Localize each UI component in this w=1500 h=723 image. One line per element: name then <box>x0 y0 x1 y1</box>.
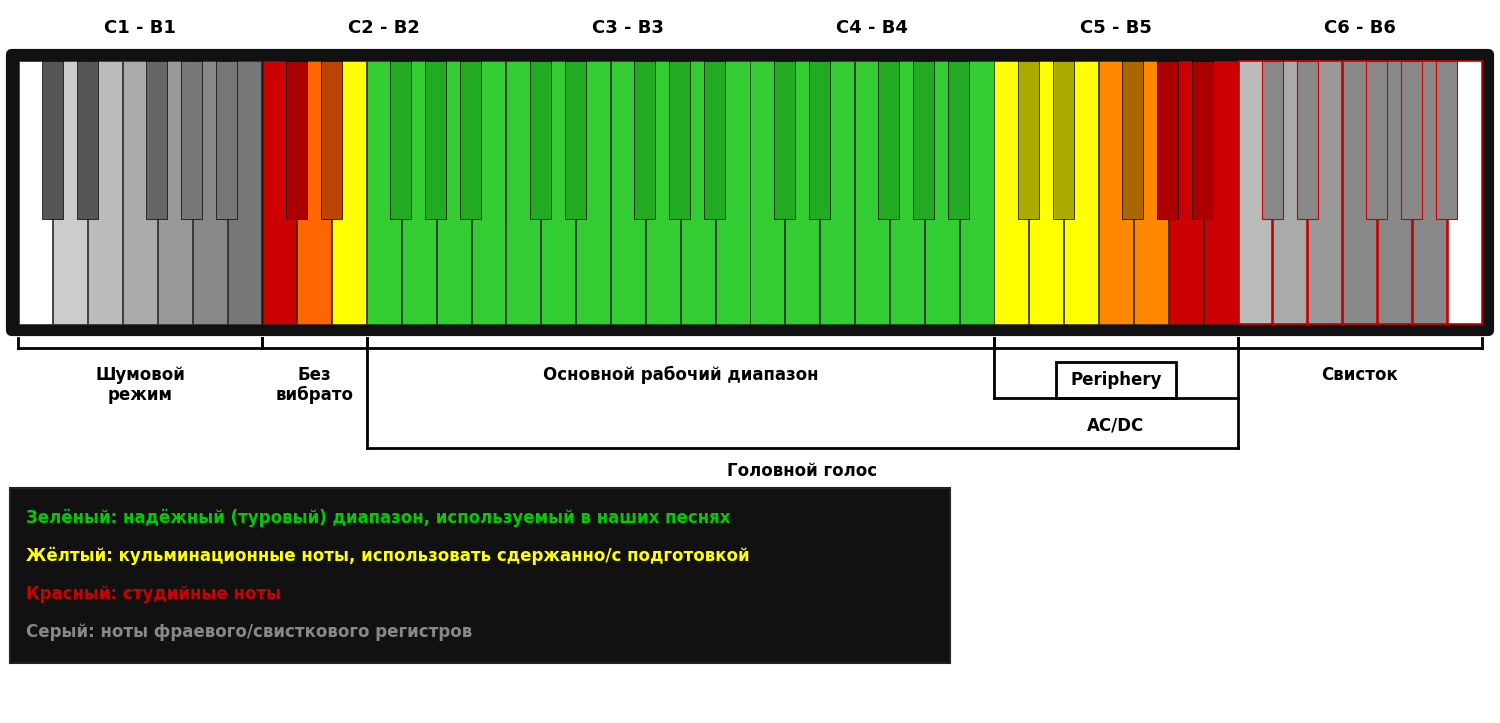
Text: AC/DC: AC/DC <box>1088 417 1144 435</box>
Bar <box>1274 61 1306 324</box>
Bar <box>1056 362 1176 398</box>
Bar <box>216 61 237 219</box>
Bar <box>147 61 168 219</box>
Bar <box>1378 61 1411 324</box>
Bar <box>1168 61 1203 324</box>
Text: C1 - B1: C1 - B1 <box>104 19 176 37</box>
Bar <box>1239 61 1272 324</box>
Bar <box>123 61 158 324</box>
Bar <box>321 61 342 219</box>
Bar <box>436 61 471 324</box>
Bar <box>228 61 261 324</box>
Bar <box>297 61 332 324</box>
Bar <box>402 61 436 324</box>
Bar <box>821 61 854 324</box>
Text: Жёлтый: кульминационные ноты, использовать сдержанно/с подготовкой: Жёлтый: кульминационные ноты, использова… <box>26 547 750 565</box>
Bar <box>1122 61 1143 219</box>
Bar <box>576 61 610 324</box>
Bar <box>681 61 714 324</box>
Bar <box>879 61 900 219</box>
Bar <box>54 61 87 324</box>
Bar <box>926 61 958 324</box>
Bar <box>808 61 830 219</box>
Bar <box>42 61 63 219</box>
Bar <box>994 61 1029 324</box>
Text: Серый: ноты фраевого/свисткового регистров: Серый: ноты фраевого/свисткового регистр… <box>26 623 472 641</box>
Text: C2 - B2: C2 - B2 <box>348 19 420 37</box>
Bar <box>194 61 226 324</box>
Bar <box>855 61 889 324</box>
Bar <box>786 61 819 324</box>
Bar <box>1053 61 1074 219</box>
Bar <box>750 61 784 324</box>
Bar <box>471 61 506 324</box>
Bar <box>158 61 192 324</box>
Bar <box>1100 61 1132 324</box>
Bar <box>948 61 969 219</box>
Bar <box>1064 61 1098 324</box>
Bar <box>1019 61 1040 219</box>
Bar <box>507 61 540 324</box>
Bar <box>426 61 447 219</box>
FancyBboxPatch shape <box>8 51 1492 334</box>
Text: Шумовой: Шумовой <box>94 366 184 384</box>
Bar <box>332 61 366 324</box>
Bar <box>716 61 750 324</box>
Bar <box>1413 61 1446 324</box>
Text: Свисток: Свисток <box>1322 366 1398 384</box>
Bar <box>1366 61 1388 219</box>
Bar <box>634 61 656 219</box>
Bar <box>390 61 411 219</box>
Bar <box>1436 61 1456 219</box>
Bar <box>530 61 550 219</box>
Bar <box>1308 61 1342 324</box>
Bar <box>460 61 482 219</box>
Text: C6 - B6: C6 - B6 <box>1324 19 1396 37</box>
Bar <box>704 61 724 219</box>
Bar <box>262 61 297 324</box>
Bar <box>1158 61 1179 219</box>
Bar <box>1192 61 1214 219</box>
Bar <box>1448 61 1482 324</box>
Bar <box>76 61 98 219</box>
Bar <box>914 61 934 219</box>
Bar <box>10 488 950 663</box>
Bar <box>669 61 690 219</box>
Bar <box>286 61 308 219</box>
Text: C3 - B3: C3 - B3 <box>592 19 664 37</box>
Text: Без: Без <box>297 366 332 384</box>
Text: C5 - B5: C5 - B5 <box>1080 19 1152 37</box>
Bar <box>542 61 574 324</box>
Bar <box>1134 61 1168 324</box>
Bar <box>610 61 645 324</box>
Bar <box>646 61 680 324</box>
Bar <box>1262 61 1282 219</box>
Text: Красный: студийные ноты: Красный: студийные ноты <box>26 585 280 603</box>
Bar <box>1029 61 1063 324</box>
Bar <box>182 61 203 219</box>
Bar <box>564 61 585 219</box>
Text: Головной голос: Головной голос <box>728 462 878 480</box>
Bar <box>18 61 53 324</box>
Text: вибрато: вибрато <box>276 386 354 404</box>
Text: режим: режим <box>108 386 172 404</box>
Bar <box>890 61 924 324</box>
Text: Зелёный: надёжный (туровый) диапазон, используемый в наших песнях: Зелёный: надёжный (туровый) диапазон, ис… <box>26 509 730 527</box>
Text: Основной рабочий диапазон: Основной рабочий диапазон <box>543 366 818 384</box>
Bar <box>1401 61 1422 219</box>
Text: C4 - B4: C4 - B4 <box>836 19 908 37</box>
Bar <box>960 61 993 324</box>
Bar <box>368 61 400 324</box>
Text: Periphery: Periphery <box>1071 371 1161 389</box>
Bar <box>774 61 795 219</box>
Bar <box>1296 61 1317 219</box>
Bar <box>1203 61 1237 324</box>
Bar <box>88 61 122 324</box>
Bar <box>1342 61 1377 324</box>
